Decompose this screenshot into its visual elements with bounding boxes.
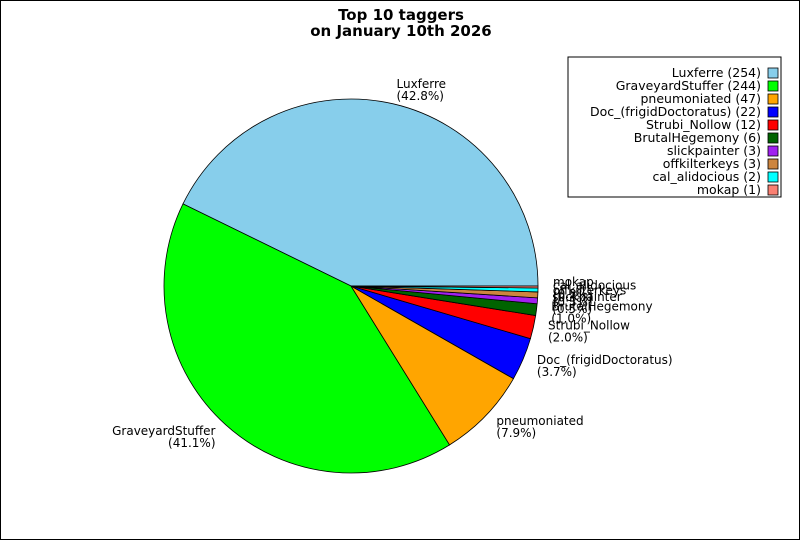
slice-percent-cal-alidocious: (0.3%) [553,290,593,304]
slice-percent-pneumoniated: (7.9%) [496,426,536,440]
legend: Luxferre (254)GraveyardStuffer (244)pneu… [567,56,782,198]
pie-slice-pneumoniated [350,285,514,446]
legend-label-doc-frigiddoctoratus: Doc_(frigidDoctoratus) (22) [590,104,761,119]
legend-label-brutalhegemony: BrutalHegemony (6) [634,130,761,145]
legend-label-offkilterkeys: offkilterkeys (3) [663,156,761,171]
legend-swatch-slickpainter [767,145,779,157]
slice-label-luxferre: Luxferre [397,77,447,91]
legend-swatch-strubi-nollow [767,119,779,131]
legend-swatch-graveyardstuffer [767,80,779,92]
chart-title-line-1: Top 10 taggers [338,6,464,24]
legend-label-slickpainter: slickpainter (3) [667,143,761,158]
legend-label-graveyardstuffer: GraveyardStuffer (244) [616,78,761,93]
legend-swatch-mokap [767,184,779,196]
legend-swatch-luxferre [767,67,779,79]
slice-percent-slickpainter: (0.5%) [552,302,592,316]
slice-label-brutalhegemony: BrutalHegemony [551,300,652,314]
pie-slice-graveyardstuffer [163,203,451,474]
slice-label-cal-alidocious: cal_alidocious [553,278,636,292]
legend-swatch-brutalhegemony [767,132,779,144]
slice-label-doc-frigiddoctoratus: Doc_(frigidDoctoratus) [537,353,673,367]
slice-percent-brutalhegemony: (1.0%) [551,312,591,326]
slice-percent-luxferre: (42.8%) [397,89,444,103]
legend-label-cal-alidocious: cal_alidocious (2) [652,169,761,184]
legend-box [567,56,782,198]
legend-label-mokap: mokap (1) [697,182,761,197]
slice-percent-strubi-nollow: (2.0%) [548,331,588,345]
legend-swatch-offkilterkeys [767,158,779,170]
slice-label-slickpainter: slickpainter [552,290,621,304]
slice-percent-graveyardstuffer: (41.1%) [168,436,215,450]
slice-label-strubi-nollow: Strubi_Nollow [548,319,630,333]
legend-swatch-cal-alidocious [767,171,779,183]
pie-slices [163,98,539,474]
slice-label-graveyardstuffer: GraveyardStuffer [112,424,215,438]
slice-labels: Luxferre(42.8%) GraveyardStuffer(41.1%) pn… [112,77,672,450]
legend-label-strubi-nollow: Strubi_Nollow (12) [646,117,761,132]
legend-swatch-doc-frigiddoctoratus [767,106,779,118]
slice-percent-mokap: (0.2%) [553,287,593,301]
slice-label-pneumoniated: pneumoniated [496,414,583,428]
slice-label-offkilterkeys: offkilterkeys [553,284,627,298]
legend-label-pneumoniated: pneumoniated (47) [640,91,761,106]
pie-slice-mokap [350,285,539,289]
legend-label-luxferre: Luxferre (254) [672,65,761,80]
slice-percent-offkilterkeys: (0.5%) [553,296,593,310]
pie-slice-luxferre [182,98,539,287]
chart-title-line-2: on January 10th 2026 [310,22,491,40]
slice-label-mokap: mokap [553,275,594,289]
legend-swatch-pneumoniated [767,93,779,105]
slice-percent-doc-frigiddoctoratus: (3.7%) [537,365,577,379]
